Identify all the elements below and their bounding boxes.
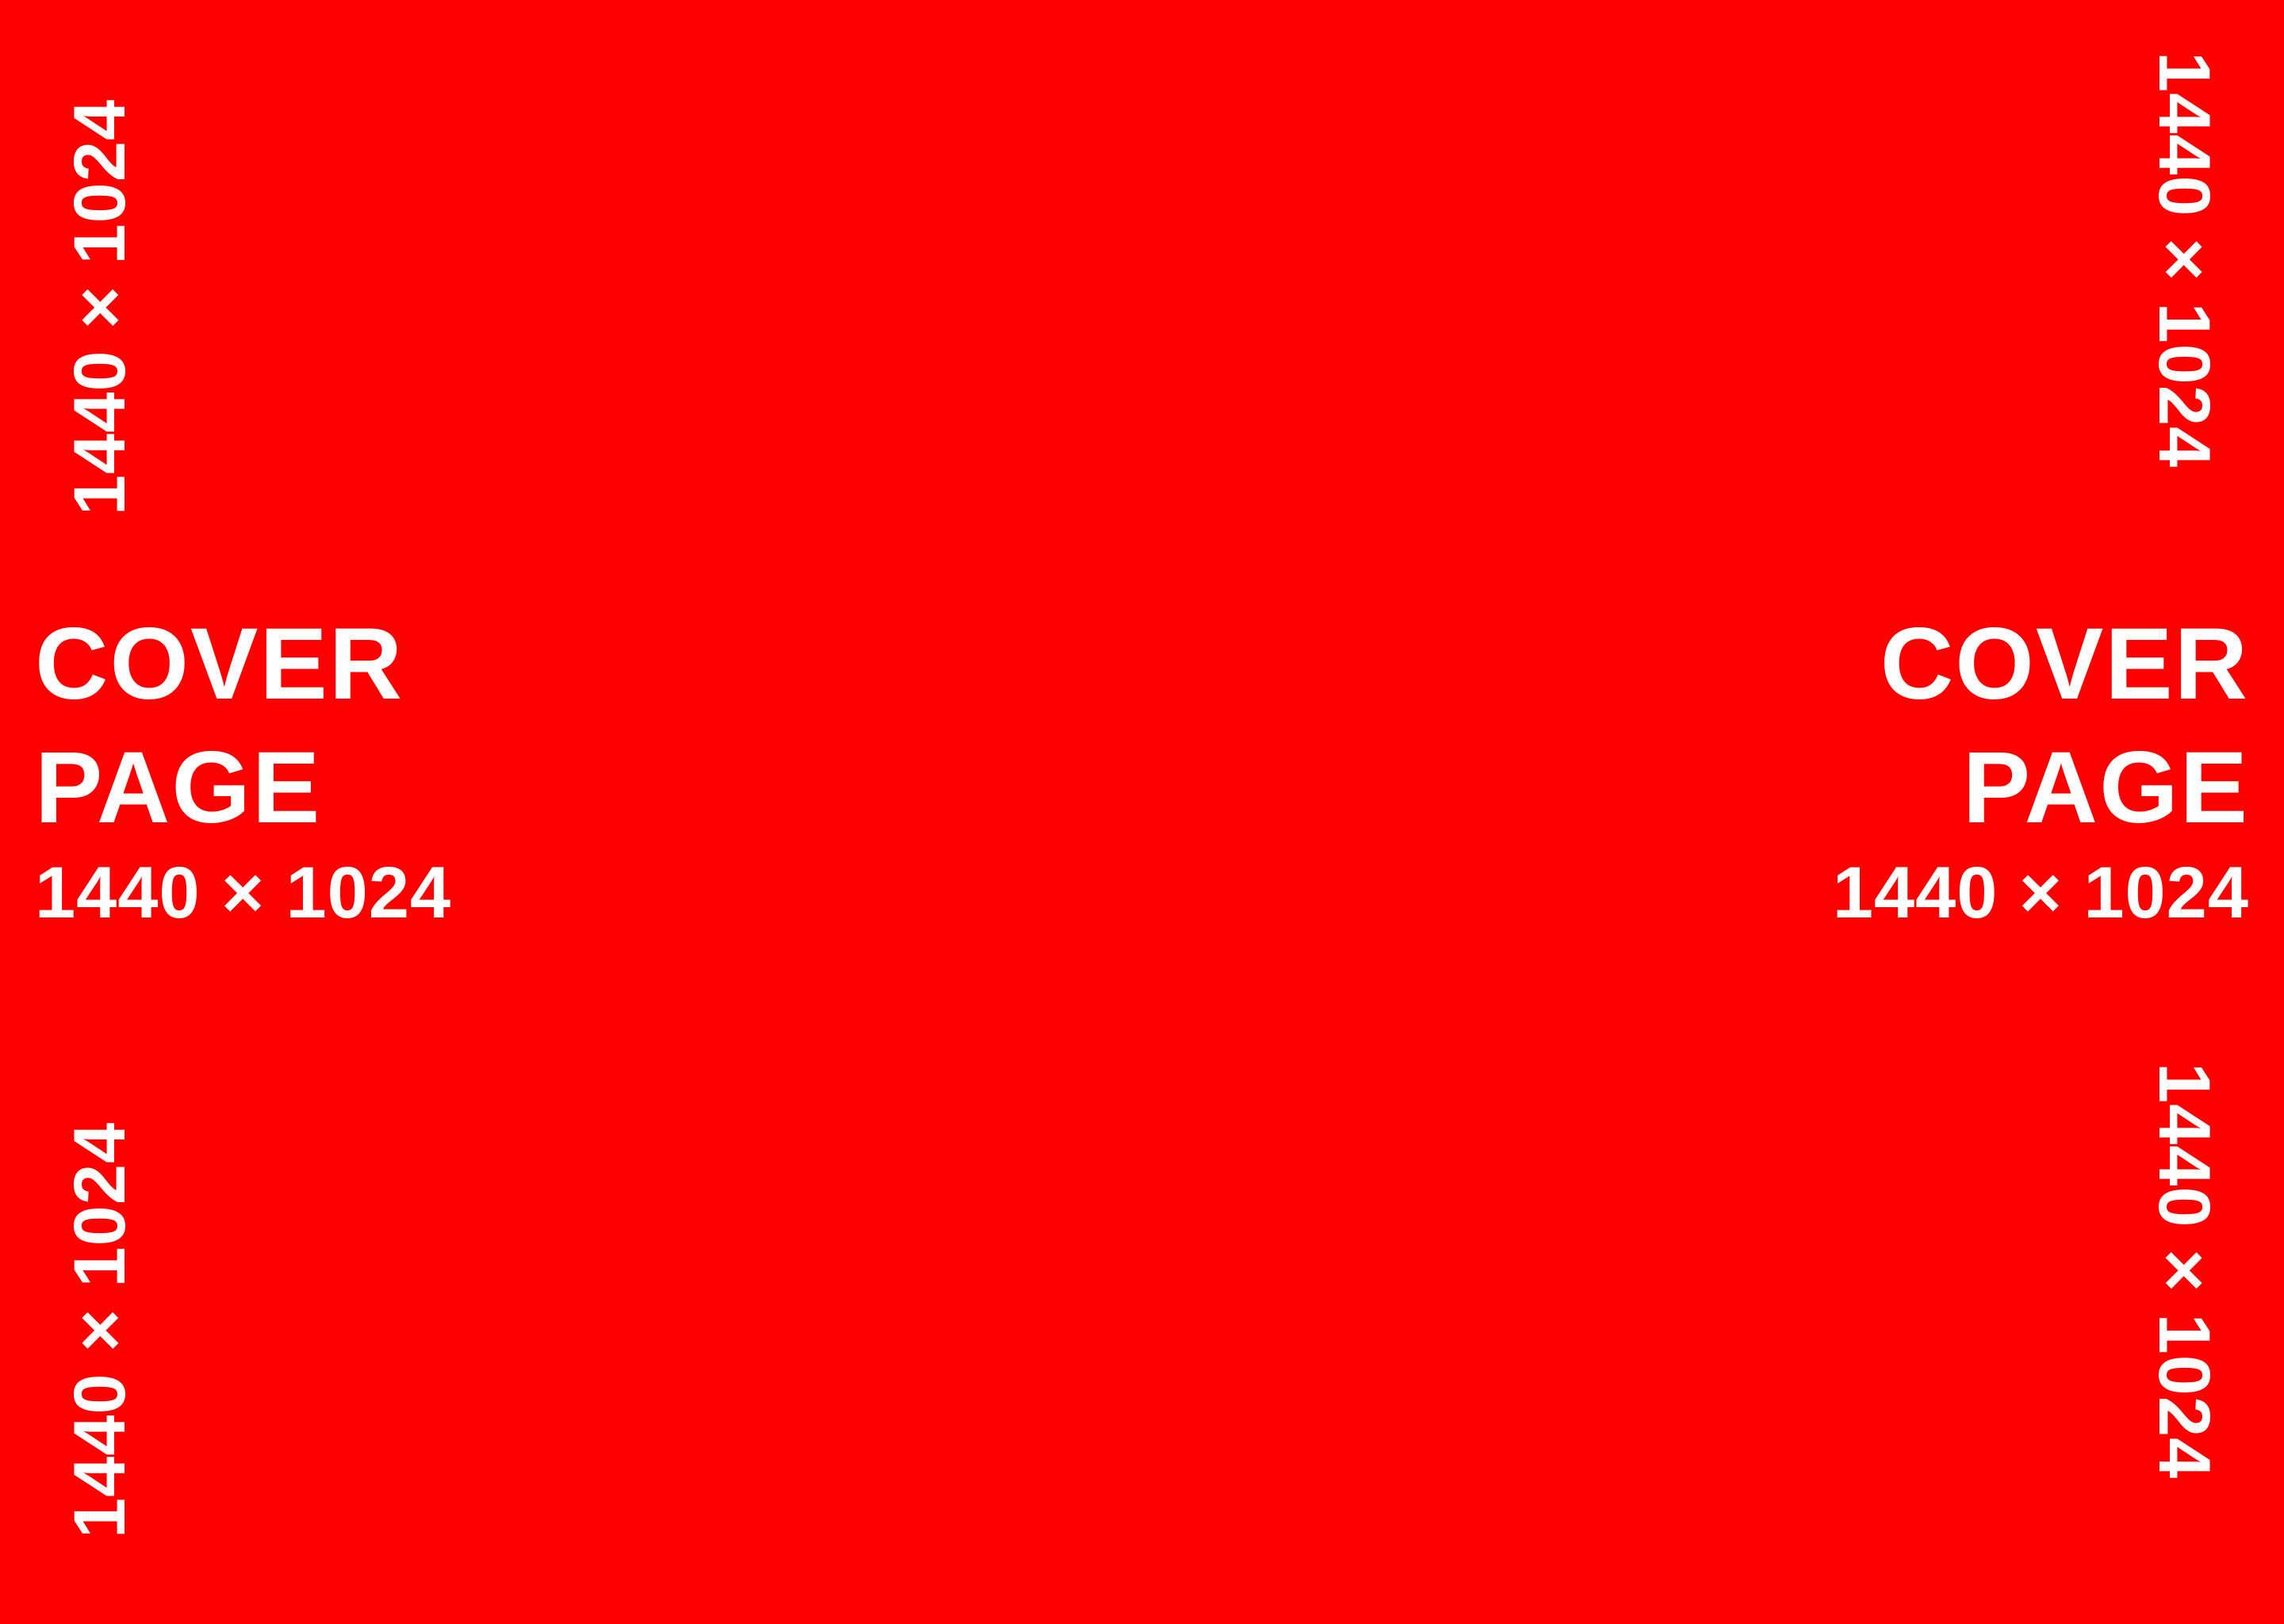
vertical-dimension-label-left-bottom: 1440 × 1024 [59,1121,140,1538]
cover-title-block-left: COVER PAGE 1440 × 1024 [35,603,451,933]
cover-title-block-right: COVER PAGE 1440 × 1024 [1833,603,2249,933]
cover-title-line-1: COVER [1880,607,2249,721]
cover-title-line-2: PAGE [1962,731,2249,845]
vertical-dimension-label-left-top: 1440 × 1024 [59,98,140,515]
vertical-dimension-label-right-top: 1440 × 1024 [2144,52,2225,469]
cover-title-line-1: COVER [35,607,404,721]
vertical-dimension-label-right-bottom: 1440 × 1024 [2144,1063,2225,1480]
cover-dimensions: 1440 × 1024 [1832,852,2249,933]
cover-title-line-2: PAGE [35,731,322,845]
cover-dimensions: 1440 × 1024 [35,852,452,933]
